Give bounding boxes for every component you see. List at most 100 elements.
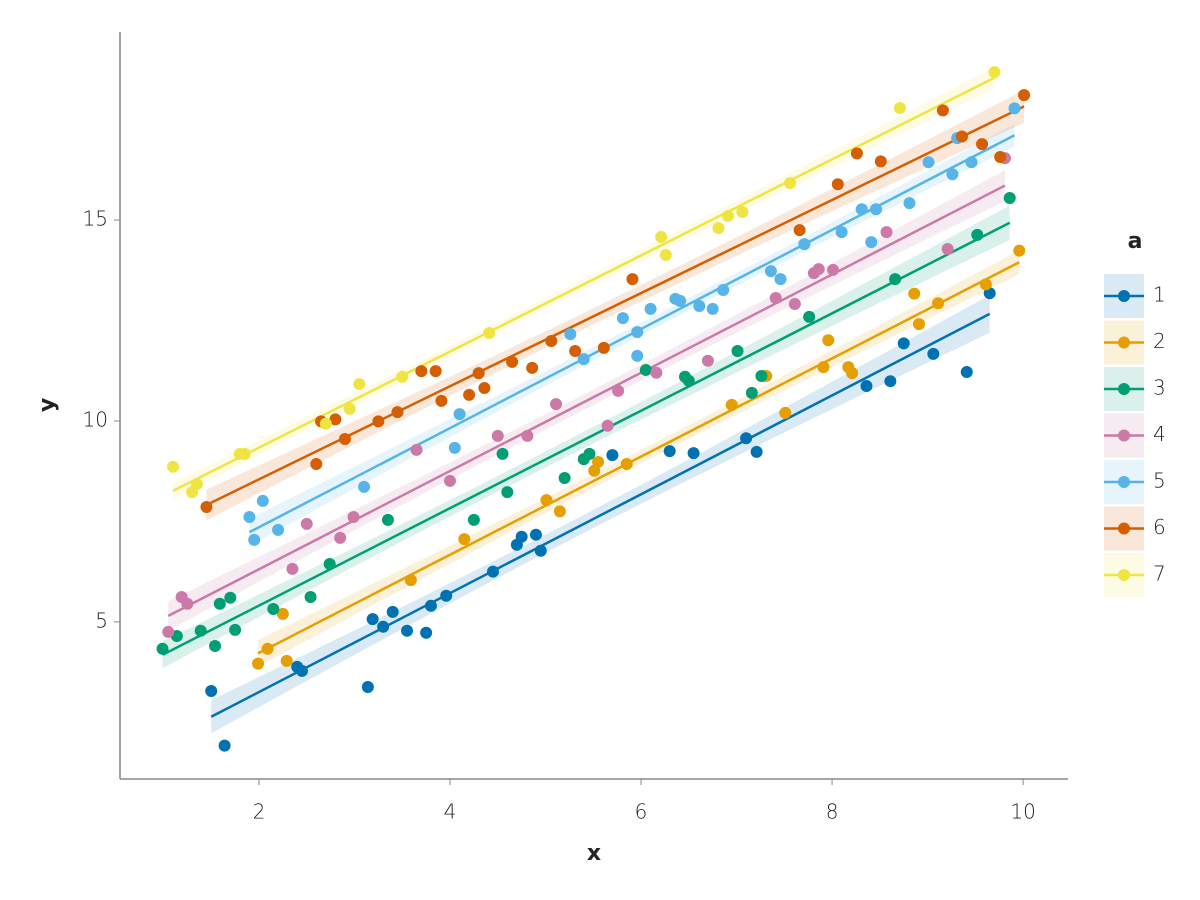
point <box>736 206 749 219</box>
point <box>650 366 663 379</box>
point <box>994 150 1007 163</box>
x-tick-label: 6 <box>635 800 648 824</box>
point <box>256 494 269 507</box>
point <box>682 374 695 387</box>
point <box>779 406 792 419</box>
point <box>1008 102 1021 115</box>
point <box>822 334 835 347</box>
point <box>401 624 414 637</box>
point <box>243 511 256 524</box>
point <box>429 365 442 378</box>
point <box>946 168 959 181</box>
point <box>506 355 519 368</box>
point <box>884 375 897 388</box>
point <box>731 345 744 358</box>
point <box>486 565 499 578</box>
point <box>932 297 945 310</box>
point <box>280 654 293 667</box>
confidence-band <box>162 205 1010 669</box>
point <box>903 197 916 210</box>
legend-marker <box>1118 383 1130 395</box>
point <box>831 178 844 191</box>
point <box>372 415 385 428</box>
point <box>194 624 207 637</box>
point <box>855 203 868 216</box>
point <box>458 533 471 546</box>
point <box>472 367 485 380</box>
y-tick-label: 10 <box>83 407 108 431</box>
legend-label: 3 <box>1153 376 1166 400</box>
point <box>769 292 782 305</box>
point <box>745 386 758 399</box>
point <box>410 443 423 456</box>
legend-label: 5 <box>1153 469 1166 493</box>
point <box>874 155 887 168</box>
point <box>1018 89 1031 102</box>
point <box>529 528 542 541</box>
point <box>860 380 873 393</box>
point <box>319 417 332 430</box>
point <box>478 382 491 395</box>
point <box>205 684 218 697</box>
point <box>334 531 347 544</box>
point <box>803 310 816 323</box>
point <box>965 156 978 169</box>
point <box>491 429 504 442</box>
point <box>936 104 949 117</box>
point <box>908 287 921 300</box>
point <box>721 210 734 223</box>
regression-line <box>210 312 991 718</box>
legend-label: 4 <box>1153 422 1166 446</box>
point <box>764 265 777 278</box>
y-axis-label: y <box>35 398 60 412</box>
point <box>850 147 863 160</box>
legend-marker <box>1118 429 1130 442</box>
point <box>181 597 194 610</box>
regression-line <box>257 261 1020 655</box>
point <box>300 517 313 530</box>
point <box>550 398 563 411</box>
point <box>261 642 274 655</box>
point <box>644 302 657 315</box>
regression-line <box>205 105 1025 507</box>
point <box>893 101 906 114</box>
point <box>347 511 360 524</box>
point <box>540 494 553 507</box>
point <box>453 408 466 421</box>
point <box>440 589 453 602</box>
point <box>597 341 610 354</box>
point <box>663 445 676 458</box>
point <box>338 433 351 446</box>
point <box>286 562 299 575</box>
point <box>620 457 633 470</box>
point <box>564 328 577 341</box>
point <box>865 236 878 249</box>
point <box>396 370 409 383</box>
point <box>252 657 265 670</box>
point <box>784 177 797 190</box>
point <box>1003 191 1016 204</box>
point <box>583 447 596 460</box>
point <box>740 432 753 445</box>
point <box>224 591 237 604</box>
regression-line <box>167 184 1006 618</box>
point <box>606 449 619 462</box>
point <box>725 398 738 411</box>
point <box>391 406 404 419</box>
point <box>521 429 534 442</box>
point <box>701 354 714 367</box>
point <box>353 378 366 391</box>
point <box>712 222 725 235</box>
point <box>706 302 719 315</box>
point <box>496 447 509 460</box>
point <box>167 460 180 473</box>
point <box>616 312 629 325</box>
point <box>404 574 417 587</box>
regression-line <box>161 221 1011 656</box>
point <box>358 480 371 493</box>
point <box>674 294 687 307</box>
legend-marker <box>1118 476 1130 488</box>
legend-label: 1 <box>1153 283 1166 307</box>
point <box>659 249 672 262</box>
legend-title: a <box>1128 229 1143 254</box>
